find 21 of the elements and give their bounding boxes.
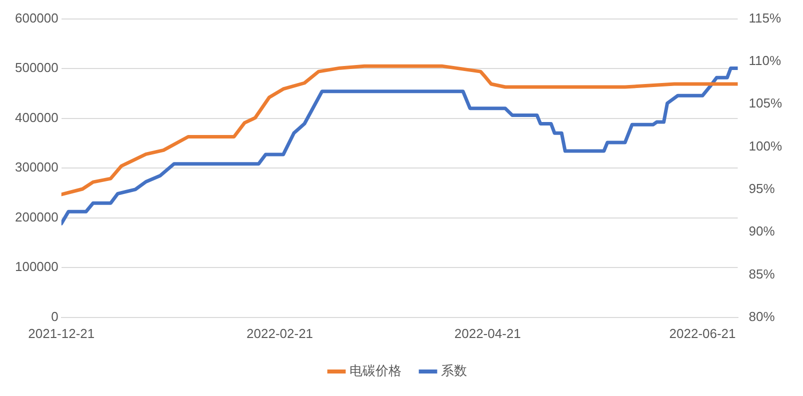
y-tick-label: 400000 xyxy=(14,110,58,125)
legend-label: 电碳价格 xyxy=(350,363,402,378)
y-tick-label: 200000 xyxy=(14,209,58,224)
y2-tick-label: 115% xyxy=(748,10,782,26)
y2-tick-label: 85% xyxy=(748,266,776,282)
y2-tick-label: 105% xyxy=(748,96,782,111)
y2-tick-label: 80% xyxy=(748,308,776,324)
x-tick-label: 2022-02-21 xyxy=(246,326,314,341)
y-tick-label: 100000 xyxy=(14,259,58,274)
y-tick-label: 0 xyxy=(51,308,58,324)
y-tick-label: 600000 xyxy=(14,10,58,26)
y-tick-label: 300000 xyxy=(14,160,58,175)
y2-tick-label: 100% xyxy=(748,138,782,154)
x-tick-label: 2022-06-21 xyxy=(669,326,736,341)
x-tick-label: 2022-04-21 xyxy=(454,326,521,341)
y2-tick-label: 110% xyxy=(748,53,782,68)
y-tick-label: 500000 xyxy=(14,60,58,76)
legend-label: 系数 xyxy=(441,363,467,378)
x-tick-label: 2021-12-21 xyxy=(28,326,95,341)
y2-tick-label: 95% xyxy=(748,181,776,196)
y2-tick-label: 90% xyxy=(748,224,776,239)
